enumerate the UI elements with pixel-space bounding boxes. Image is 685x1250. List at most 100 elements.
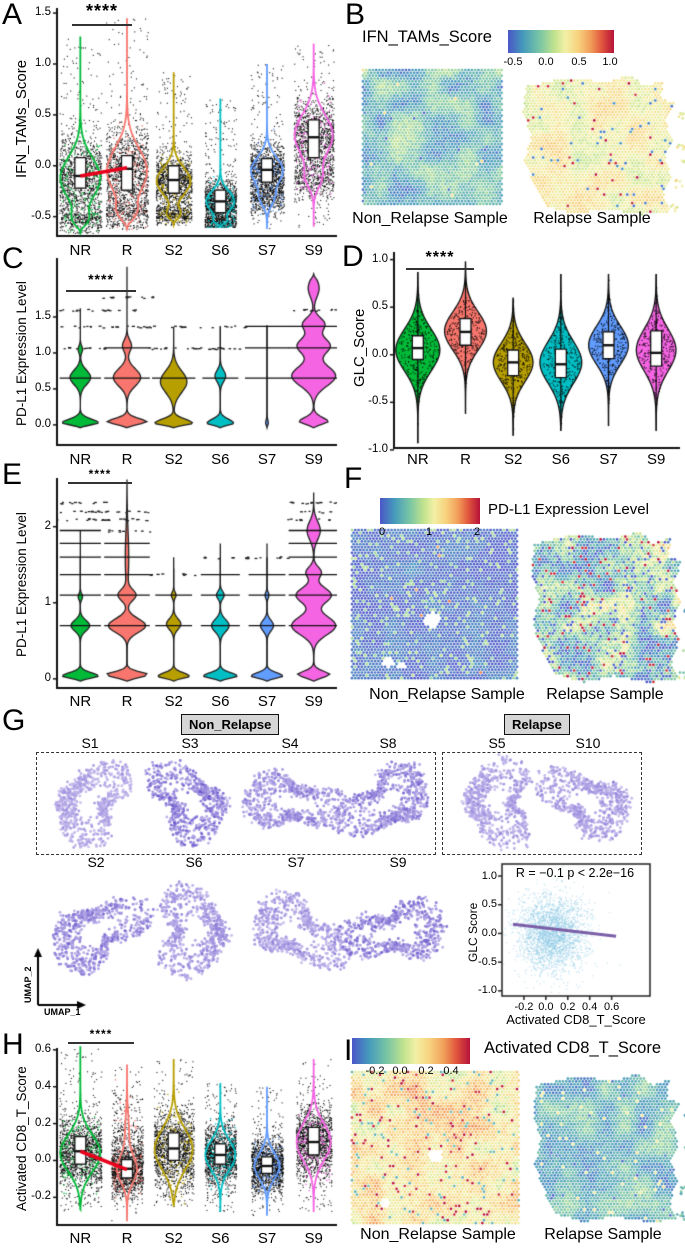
y-tick-label: 1.5 (35, 309, 51, 322)
panel-h-sig-bracket (68, 1042, 134, 1044)
panel-label-d: D (342, 240, 364, 273)
y-tick-label: -0.2 (31, 1190, 51, 1203)
panel-label-b: B (345, 0, 366, 31)
panel-d-sig-bracket (406, 268, 474, 270)
y-tick-label: 2 (44, 519, 51, 532)
panel-a-sig-bracket (72, 24, 132, 26)
y-tick-label: 0.4 (35, 1079, 51, 1092)
umap-sample-label-s4: S4 (281, 735, 299, 751)
relapse-dashed-box (442, 752, 642, 855)
category-label-s2: S2 (164, 1230, 183, 1247)
y-tick-label: -0.5 (31, 209, 51, 222)
scatter-x-axis-label: Activated CD8_T_Score (506, 1012, 646, 1027)
category-label-s7: S7 (257, 451, 277, 468)
category-label-s9: S9 (646, 451, 666, 468)
colorbar-tick-label: 0.5 (571, 56, 587, 68)
category-label-s6: S6 (211, 693, 230, 710)
panel-label-a: A (2, 0, 23, 31)
category-label-s2: S2 (164, 242, 183, 259)
umap-sample-label-s2: S2 (87, 854, 105, 870)
category-label-s9: S9 (304, 451, 323, 468)
category-label-nr: NR (69, 451, 92, 468)
y-tick-label: 1.0 (35, 56, 51, 69)
scatter-y-tick-label: 0.0 (481, 926, 497, 939)
umap-sample-label-s6: S6 (185, 854, 203, 870)
colorbar-tick-label: 0.2 (418, 1065, 434, 1077)
umap1-axis-label: UMAP_1 (44, 1007, 81, 1017)
y-tick-label: 0.2 (35, 1116, 51, 1129)
colorbar-tick-label: 0 (378, 526, 386, 538)
panel-f-title: PD-L1 Expression Level (488, 501, 649, 518)
panel-b-title: IFN_TAMs_Score (362, 28, 492, 46)
category-label-r: R (121, 693, 133, 710)
scatter-x-tick-label: 0.6 (603, 1001, 620, 1013)
y-tick-label: 1.0 (372, 252, 388, 265)
umap-sample-label-s3: S3 (181, 735, 199, 751)
scatter-y-tick-label: 1.0 (481, 869, 497, 882)
colorbar-tick-label: 0.0 (392, 1065, 408, 1077)
panel-label-h: H (2, 1028, 24, 1061)
scatter-y-tick-label: -0.5 (478, 955, 497, 968)
category-label-r: R (121, 451, 133, 468)
y-tick-label: 0 (44, 671, 51, 684)
panel-c-significance: **** (88, 271, 114, 287)
category-label-s9: S9 (304, 242, 323, 259)
category-label-nr: NR (69, 1230, 92, 1247)
y-tick-label: 0.5 (35, 107, 51, 120)
colorbar-tick-label: 1 (425, 526, 433, 538)
panel-i-colorbar (352, 1038, 470, 1064)
y-tick-label: 0.5 (372, 300, 388, 313)
scatter-y-tick-label: 0.5 (481, 898, 497, 911)
category-label-s7: S7 (257, 1230, 277, 1247)
category-label-s9: S9 (304, 1230, 323, 1247)
umap-sample-label-s9: S9 (389, 854, 407, 870)
panel-e-sig-bracket (68, 482, 132, 484)
panel-b-caption-left: Non_Relapse Sample (352, 210, 508, 227)
umap-sample-label-s5: S5 (488, 735, 506, 751)
scatter-x-tick-label: -0.2 (514, 1001, 534, 1013)
panel-label-f: F (344, 462, 363, 495)
y-tick-label: 0.6 (35, 1042, 51, 1055)
category-label-s7: S7 (257, 242, 277, 259)
panel-a-significance: **** (85, 1, 119, 21)
category-label-s6: S6 (211, 1230, 230, 1247)
panel-f-caption-right: Relapse Sample (546, 686, 664, 703)
scatter-y-tick-label: -1.0 (478, 984, 497, 997)
category-label-s7: S7 (257, 693, 277, 710)
panel-e-y-axis-label: PD-L1 Expression Level (14, 512, 29, 657)
category-label-nr: NR (69, 693, 92, 710)
y-tick-label: 1 (44, 595, 51, 608)
scatter-x-tick-label: 0.0 (538, 1001, 554, 1013)
panel-label-i: I (344, 1034, 353, 1067)
panel-i-title: Activated CD8_T_Score (484, 1039, 661, 1057)
panel-b-colorbar (508, 30, 614, 53)
panel-h-significance: **** (89, 1027, 113, 1041)
panel-d-significance: **** (425, 249, 455, 266)
category-label-s9: S9 (304, 693, 323, 710)
y-tick-label: 0.0 (35, 158, 51, 171)
panel-i-caption-left: Non_Relapse Sample (360, 1226, 516, 1243)
category-label-nr: NR (406, 451, 429, 468)
y-tick-label: 1.0 (35, 345, 51, 358)
colorbar-tick-label: -0.2 (365, 1065, 385, 1077)
panel-b-caption-right: Relapse Sample (533, 210, 651, 227)
panel-label-g: G (2, 704, 26, 737)
category-label-s7: S7 (599, 451, 618, 468)
category-label-s2: S2 (164, 693, 183, 710)
category-label-s6: S6 (551, 451, 570, 468)
colorbar-tick-label: 1.0 (602, 56, 618, 68)
umap-sample-label-s10: S10 (575, 735, 601, 751)
colorbar-tick-label: -0.5 (503, 56, 523, 68)
colorbar-tick-label: 0.0 (538, 56, 554, 68)
panel-label-c: C (2, 242, 24, 275)
umap2-axis-label: UMAP_2 (23, 966, 33, 1003)
y-tick-label: 0.0 (35, 417, 51, 430)
scatter-x-tick-label: 0.2 (560, 1001, 576, 1013)
category-label-r: R (121, 242, 133, 259)
colorbar-tick-label: 0.4 (443, 1065, 459, 1077)
y-tick-label: 1.5 (35, 6, 51, 19)
scatter-x-tick-label: 0.4 (582, 1001, 598, 1013)
scatter-annotation: R = −0.1 p < 2.2e−16 (515, 866, 635, 880)
